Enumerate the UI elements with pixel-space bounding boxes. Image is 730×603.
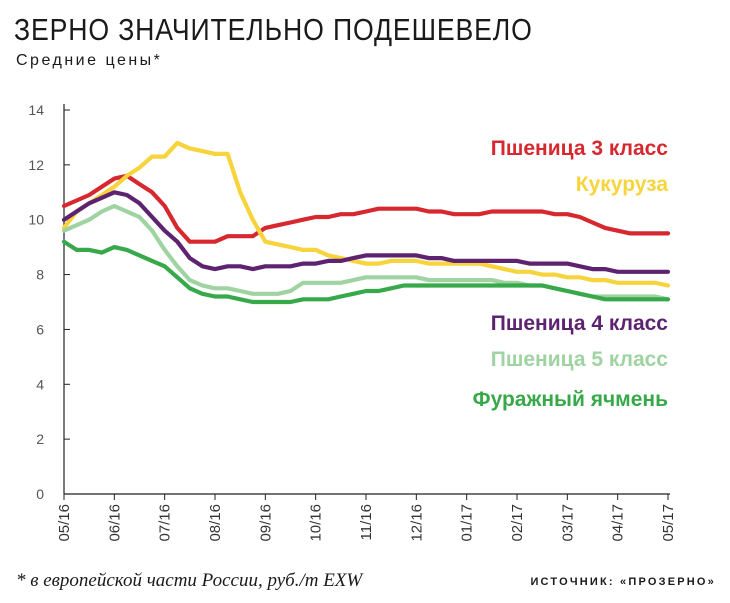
chart-lines <box>61 140 671 305</box>
y-tick-label: 0 <box>36 486 44 502</box>
series-label-5: Фуражный ячмень <box>473 388 668 411</box>
x-tick-label: 01/17 <box>459 504 476 542</box>
series-label-2: Кукуруза <box>576 173 669 196</box>
y-tick-label: 10 <box>28 212 44 228</box>
chart-axes: 0 2 4 6 8 10 12 14 05/16 06/16 07/16 08/16 09/16 10/1… <box>28 102 677 542</box>
chart-title: ЗЕРНО ЗНАЧИТЕЛЬНО ПОДЕШЕВЕЛО <box>14 12 533 47</box>
footnote: * в европейской части России, руб./т EXW <box>16 570 363 591</box>
y-tick-label: 4 <box>36 376 44 392</box>
series-labels: Пшеница 3 класс Кукуруза Пшеница 4 класс Пш… <box>473 137 669 411</box>
series-line-3 <box>61 190 671 274</box>
y-tick-label: 2 <box>36 431 44 447</box>
series-label-4: Пшеница 5 класс <box>491 348 669 371</box>
y-tick-label: 14 <box>28 102 44 118</box>
x-tick-label: 11/16 <box>358 504 375 540</box>
series-line-2 <box>61 140 671 288</box>
x-tick-label: 07/16 <box>157 504 174 542</box>
y-tick-label: 8 <box>36 267 44 283</box>
series-label-3: Пшеница 4 класс <box>491 312 669 335</box>
x-tick-label: 05/17 <box>660 504 677 542</box>
x-tick-label: 03/17 <box>559 504 576 542</box>
x-tick-label: 02/17 <box>509 504 526 542</box>
y-tick-label: 6 <box>36 321 44 337</box>
x-tick-label: 04/17 <box>610 504 627 542</box>
chart-subtitle: Средние цены* <box>16 52 163 69</box>
x-tick-label: 09/16 <box>257 504 274 542</box>
line-chart: 0 2 4 6 8 10 12 14 05/16 06/16 07/16 08/16 09/16 10/1… <box>28 102 677 542</box>
series-label-1: Пшеница 3 класс <box>491 137 669 160</box>
x-tick-label: 05/16 <box>56 504 73 542</box>
x-tick-label: 10/16 <box>308 504 325 542</box>
x-tick-label: 06/16 <box>106 504 123 542</box>
y-tick-label: 12 <box>28 157 44 173</box>
series-line-5 <box>61 239 671 305</box>
series-line-1 <box>61 173 671 244</box>
x-tick-label: 08/16 <box>207 504 224 542</box>
source-credit: ИСТОЧНИК: «ПРОЗЕРНО» <box>530 576 716 588</box>
x-tick-label: 12/16 <box>408 504 425 542</box>
